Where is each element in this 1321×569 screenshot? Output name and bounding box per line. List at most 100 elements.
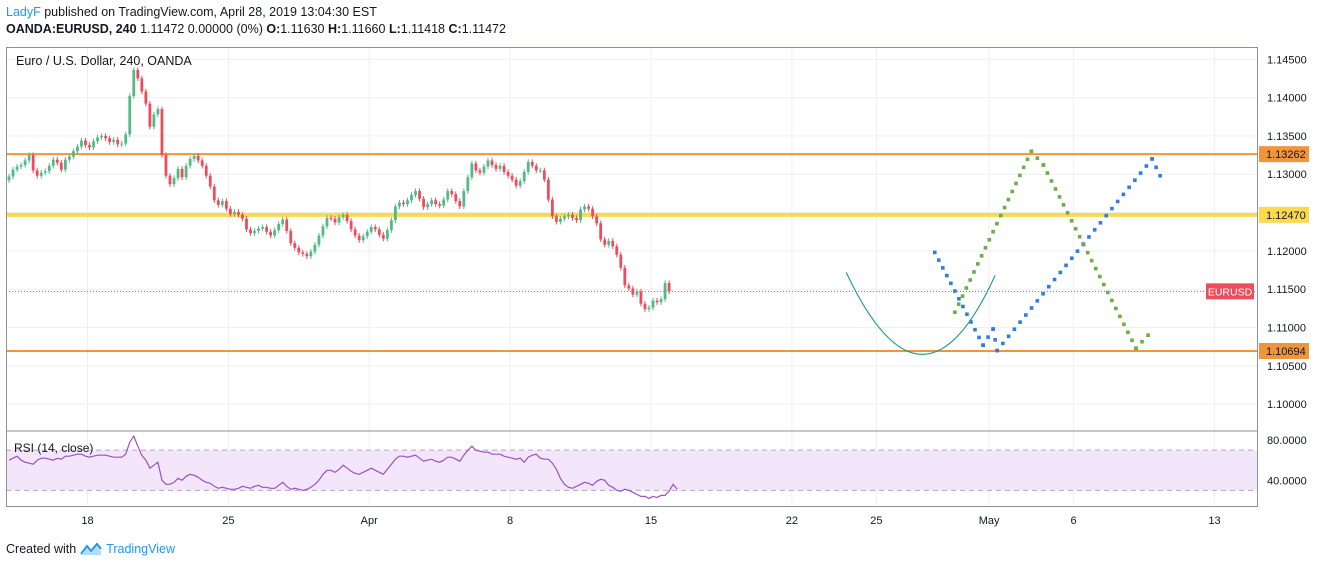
candle-body (357, 235, 361, 241)
candle-body (353, 229, 357, 236)
candle-body (438, 204, 442, 206)
candle-body (200, 160, 204, 166)
tradingview-link[interactable]: TradingView (106, 542, 175, 556)
x-tick-label: 13 (1208, 515, 1220, 527)
forecast-dot (1069, 218, 1074, 223)
candle-body (538, 170, 542, 172)
candle-body (426, 204, 429, 208)
level-badge-label: 1.12470 (1266, 210, 1306, 222)
candle-body (156, 109, 160, 115)
rsi-line (8, 434, 678, 500)
candle-body (172, 178, 176, 185)
forecast-dot (1087, 235, 1091, 239)
candle-body (373, 227, 377, 230)
forecast-dot (1061, 203, 1066, 207)
candle-body (550, 199, 554, 217)
candle-body (67, 156, 71, 160)
forecast-dot (981, 343, 985, 347)
candle-body (365, 231, 369, 237)
candle-body (631, 288, 635, 295)
candle-body (599, 223, 603, 240)
price-chart[interactable]: 1.145001.140001.135001.130001.125001.120… (0, 0, 1321, 540)
candle-body (317, 235, 321, 245)
candle-body (546, 179, 550, 200)
candle-body (96, 137, 99, 142)
candle-body (72, 151, 75, 157)
forecast-dot (993, 337, 997, 342)
forecast-dot (987, 237, 992, 242)
axes: 1.145001.140001.135001.130001.125001.120… (81, 54, 1309, 527)
candle-body (398, 202, 401, 207)
candle-body (361, 236, 365, 241)
forecast-dot (1158, 173, 1162, 178)
forecast-dot (1049, 179, 1054, 183)
forecast-drawings[interactable] (845, 149, 1162, 355)
candle-body (337, 217, 341, 223)
candle-body (140, 78, 144, 92)
candle-body (63, 159, 67, 170)
forecast-dot (1121, 192, 1126, 197)
tradingview-logo-icon (80, 542, 102, 555)
forecast-dot (1002, 205, 1007, 210)
y-tick-label: 1.14000 (1267, 93, 1307, 105)
candle-body (124, 134, 128, 144)
candle-body (414, 191, 417, 195)
candle-body (583, 206, 586, 210)
candle-body (305, 253, 309, 257)
candle-body (377, 229, 381, 235)
candle-body (430, 200, 434, 205)
y-tick-label: 1.14500 (1267, 54, 1307, 66)
created-with-text: Created with (6, 542, 77, 556)
candle-body (462, 191, 466, 207)
candle-body (567, 214, 570, 217)
y-tick-label: 1.10000 (1267, 399, 1307, 411)
candle-body (442, 199, 446, 206)
candle-body (208, 175, 212, 187)
level-badge (1259, 146, 1309, 163)
forecast-dot (956, 302, 961, 306)
forecast-dot (1122, 322, 1126, 327)
forecast-dot (983, 246, 988, 250)
forecast-dot (1053, 187, 1058, 191)
horizontal-levels[interactable] (6, 153, 1257, 352)
green-forecast-path (953, 149, 1150, 351)
forecast-dot (953, 310, 957, 314)
y-tick-label: 1.11500 (1267, 284, 1306, 296)
author-link[interactable]: LadyF (6, 5, 41, 19)
candle-body (490, 160, 494, 166)
candle-body (663, 283, 667, 300)
candle-body (446, 191, 450, 200)
forecast-dot (1089, 258, 1094, 263)
candle-body (253, 230, 256, 234)
candle-body (100, 135, 103, 138)
candle-body (615, 246, 619, 255)
candle-body (333, 218, 337, 223)
level-badge-label: 1.10694 (1266, 346, 1306, 358)
candle-body (639, 291, 643, 304)
forecast-dot (986, 335, 990, 339)
candle-body (611, 240, 615, 247)
forecast-dot (973, 327, 977, 332)
candle-body (188, 158, 192, 166)
forecast-dot (1018, 320, 1022, 324)
forecast-dot (1114, 306, 1118, 311)
candle-body (486, 160, 490, 167)
candle-body (180, 168, 184, 178)
candle-body (245, 218, 248, 230)
forecast-dot (1035, 299, 1040, 303)
low-value: 1.11418 (400, 22, 446, 36)
candle-body (120, 143, 124, 145)
forecast-dot (991, 327, 995, 331)
candle-body (152, 114, 156, 127)
candle-body (269, 231, 273, 236)
candle-body (224, 201, 228, 209)
forecast-dot (979, 254, 984, 258)
rounding-bottom-arc (845, 272, 996, 355)
candle-body (168, 175, 172, 185)
forecast-dot (995, 221, 999, 226)
forecast-dot (1041, 291, 1045, 296)
symbol-price-badge-label: EURUSD (1208, 286, 1253, 298)
candle-body (619, 254, 623, 268)
candle-body (104, 135, 107, 139)
candle-body (522, 171, 526, 182)
